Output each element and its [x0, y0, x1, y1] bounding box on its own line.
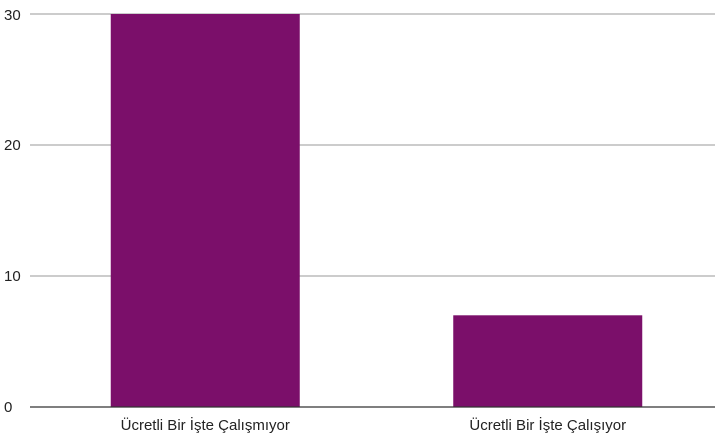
x-category-label: Ücretli Bir İşte Çalışmıyor — [121, 416, 290, 434]
bars — [110, 14, 643, 407]
y-tick-label: 0 — [4, 399, 12, 416]
y-tick-label: 20 — [4, 137, 21, 154]
y-tick-labels: 0 10 20 30 — [4, 7, 21, 416]
y-tick-label: 10 — [4, 268, 21, 285]
bar-1 — [110, 14, 300, 407]
x-category-label: Ücretli Bir İşte Çalışıyor — [469, 416, 626, 434]
x-category-labels: Ücretli Bir İşte Çalışmıyor Ücretli Bir İ… — [121, 416, 626, 434]
bar-2 — [453, 315, 643, 407]
y-tick-label: 30 — [4, 7, 21, 24]
